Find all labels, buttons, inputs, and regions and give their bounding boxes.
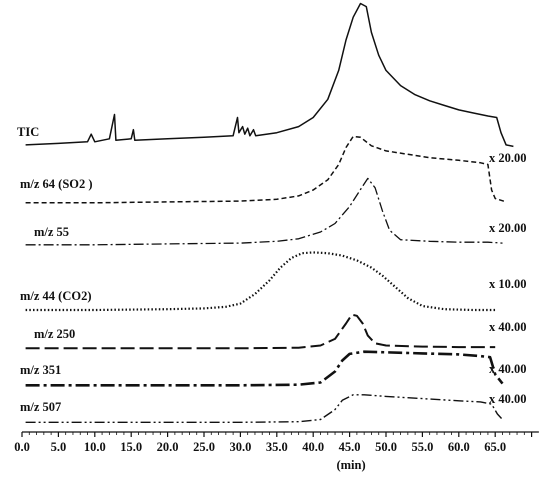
x-tick-label: 45.0 — [339, 440, 361, 454]
trace-2-line — [25, 177, 503, 246]
trace-6-scale-label: x 40.00 — [489, 392, 527, 406]
trace-labels: TIC m/z 64 (SO2 ) x 20.00 m/z 55 x 20.00 m/z … — [17, 125, 527, 414]
trace-3-label: m/z 44 (CO2) — [20, 289, 92, 303]
trace-2-scale-label: x 20.00 — [489, 221, 527, 235]
trace-3-line — [25, 251, 496, 312]
trace-curves — [25, 2, 514, 423]
x-tick-label: 50.0 — [375, 440, 397, 454]
trace-4-line — [25, 313, 496, 350]
trace-2-label: m/z 55 — [34, 225, 69, 239]
trace-4-scale-label: x 40.00 — [489, 320, 527, 334]
trace-1-label: m/z 64 (SO2 ) — [20, 177, 93, 191]
trace-0-line — [25, 2, 514, 148]
trace-6-line — [25, 394, 504, 423]
trace-3-scale-label: x 10.00 — [489, 277, 527, 291]
x-tick-label: 0.0 — [14, 440, 30, 454]
x-tick-label: 10.0 — [84, 440, 106, 454]
x-tick-label: 60.0 — [448, 440, 470, 454]
x-tick-label: 5.0 — [51, 440, 67, 454]
trace-0-label: TIC — [17, 125, 39, 139]
x-axis-ticks: 0.0 5.0 10.0 15.0 20.0 25.0 30.0 35.0 40.0 45.0 50… — [14, 432, 533, 454]
trace-5-label: m/z 351 — [20, 363, 61, 377]
x-axis: 0.0 5.0 10.0 15.0 20.0 25.0 30.0 35.0 40.0 45.0 50… — [14, 431, 539, 472]
x-tick-label: 15.0 — [120, 440, 142, 454]
trace-1-scale-label: x 20.00 — [489, 151, 527, 165]
trace-1-line — [25, 135, 507, 204]
x-tick-label: 35.0 — [266, 440, 288, 454]
trace-5-line — [25, 350, 504, 387]
x-tick-label: 40.0 — [302, 440, 324, 454]
trace-6-label: m/z 507 — [20, 400, 61, 414]
trace-4-label: m/z 250 — [34, 327, 75, 341]
trace-5-scale-label: x 40.00 — [489, 362, 527, 376]
x-tick-label: 65.0 — [484, 440, 506, 454]
x-tick-label: 55.0 — [411, 440, 433, 454]
x-axis-label: (min) — [336, 458, 365, 472]
x-tick-label: 20.0 — [157, 440, 179, 454]
x-tick-label: 30.0 — [229, 440, 251, 454]
x-tick-label: 25.0 — [193, 440, 215, 454]
